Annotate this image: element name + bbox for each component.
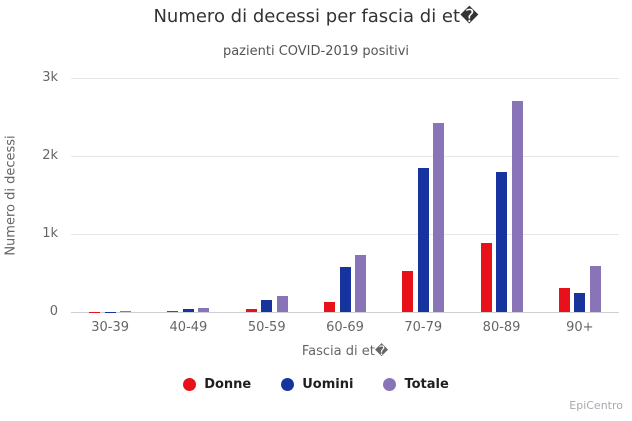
legend-label-totale: Totale <box>404 376 449 392</box>
y-tick-label-1k: 1k <box>42 226 58 241</box>
x-tick-label-50-59: 50-59 <box>247 320 286 335</box>
bar-uomini-70-79[interactable] <box>417 167 429 312</box>
legend-item-totale[interactable]: Totale <box>383 376 449 392</box>
bar-uomini-60-69[interactable] <box>339 266 351 312</box>
y-tick-label-3k: 3k <box>42 70 58 85</box>
x-axis-ticks: 30-39 40-49 50-59 60-69 70-79 80-89 90+ <box>71 320 619 338</box>
legend: Donne Uomini Totale <box>0 372 632 396</box>
chart-title: Numero di decessi per fascia di et� <box>153 6 479 27</box>
bar-donne-90+[interactable] <box>558 288 570 312</box>
gridline-3k <box>71 78 619 79</box>
legend-item-uomini[interactable]: Uomini <box>281 377 353 392</box>
bar-totale-90+[interactable] <box>589 266 601 312</box>
bar-totale-30-39[interactable] <box>120 311 132 312</box>
watermark-epicentro: EpiCentro <box>569 399 623 412</box>
gridline-2k <box>71 156 619 157</box>
y-tick-label-2k: 2k <box>42 148 58 163</box>
x-tick-label-80-89: 80-89 <box>482 320 521 335</box>
bar-totale-50-59[interactable] <box>276 296 288 312</box>
x-axis-title: Fascia di et� <box>301 344 389 359</box>
bar-totale-40-49[interactable] <box>198 307 210 312</box>
legend-dot-uomini <box>281 377 295 391</box>
y-tick-label-0: 0 <box>49 304 58 319</box>
bar-donne-70-79[interactable] <box>402 270 414 312</box>
x-tick-label-90+: 90+ <box>566 320 594 335</box>
y-axis-title: Numero di decessi <box>3 135 19 256</box>
x-axis-line <box>71 312 619 313</box>
bar-totale-60-69[interactable] <box>355 255 366 312</box>
legend-dot-donne <box>183 377 197 391</box>
bar-uomini-40-49[interactable] <box>182 308 194 312</box>
bar-donne-60-69[interactable] <box>324 301 335 312</box>
bar-uomini-80-89[interactable] <box>496 171 508 312</box>
bar-uomini-90+[interactable] <box>574 292 586 312</box>
bar-uomini-50-59[interactable] <box>261 299 273 312</box>
gridline-1k <box>71 234 619 235</box>
plot-area <box>71 78 619 313</box>
x-tick-label-40-49: 40-49 <box>169 320 208 335</box>
bar-totale-80-89[interactable] <box>511 101 523 312</box>
legend-dot-totale <box>383 377 397 391</box>
chart-subtitle: pazienti COVID-2019 positivi <box>222 44 410 59</box>
legend-item-donne[interactable]: Donne <box>183 377 251 392</box>
legend-label-donne: Donne <box>204 376 252 392</box>
bar-donne-50-59[interactable] <box>245 308 257 312</box>
bar-donne-80-89[interactable] <box>480 242 492 312</box>
x-tick-label-60-69: 60-69 <box>326 320 364 335</box>
legend-label-uomini: Uomini <box>302 376 354 392</box>
x-tick-label-30-39: 30-39 <box>91 320 130 335</box>
bar-totale-70-79[interactable] <box>433 123 445 312</box>
x-tick-label-70-79: 70-79 <box>404 320 443 335</box>
bar-donne-40-49[interactable] <box>167 311 179 312</box>
